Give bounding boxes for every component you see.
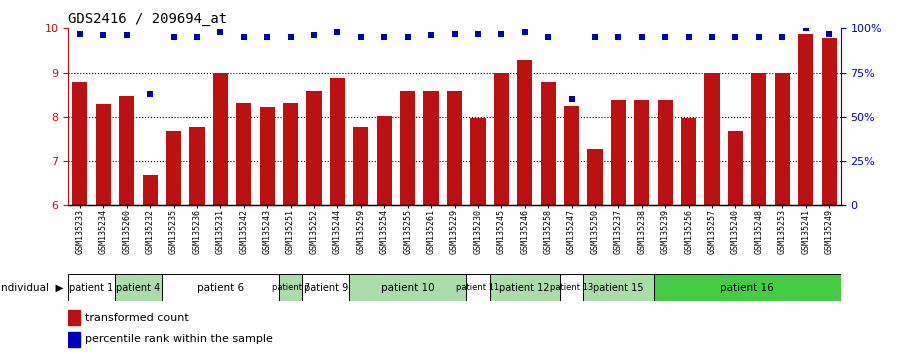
Bar <box>400 91 415 205</box>
Bar <box>587 149 603 205</box>
Bar <box>279 274 303 301</box>
Point <box>400 34 415 40</box>
Point <box>517 29 532 35</box>
Bar <box>657 100 673 205</box>
Bar <box>189 127 205 205</box>
Bar <box>115 274 162 301</box>
Bar <box>751 74 766 205</box>
Point <box>354 34 368 40</box>
Bar <box>95 104 111 205</box>
Text: patient 15: patient 15 <box>594 282 644 293</box>
Text: patient 9: patient 9 <box>304 282 348 293</box>
Bar <box>704 74 720 205</box>
Point <box>682 34 696 40</box>
Bar <box>349 274 466 301</box>
Bar <box>681 118 696 205</box>
Text: patient 1: patient 1 <box>69 282 114 293</box>
Point <box>564 96 579 102</box>
Text: patient 12: patient 12 <box>499 282 550 293</box>
Point <box>494 31 509 36</box>
Point <box>728 34 743 40</box>
Bar <box>236 103 252 205</box>
Point <box>166 34 181 40</box>
Point <box>306 33 321 38</box>
Point <box>704 34 719 40</box>
Bar <box>584 274 654 301</box>
Bar <box>560 274 584 301</box>
Point <box>588 34 603 40</box>
Point <box>447 31 462 36</box>
Bar <box>494 74 509 205</box>
Point <box>798 25 813 31</box>
Point <box>611 34 625 40</box>
Bar <box>470 118 485 205</box>
Bar <box>213 74 228 205</box>
Bar <box>162 274 279 301</box>
Point <box>96 33 111 38</box>
Point <box>190 34 205 40</box>
Point <box>541 34 555 40</box>
Bar <box>68 274 115 301</box>
Bar <box>260 107 275 205</box>
Text: transformed count: transformed count <box>85 313 188 323</box>
Bar <box>490 274 560 301</box>
Bar <box>798 34 814 205</box>
Bar <box>68 332 80 347</box>
Bar <box>306 91 322 205</box>
Text: percentile rank within the sample: percentile rank within the sample <box>85 334 273 344</box>
Bar <box>283 103 298 205</box>
Text: individual  ▶: individual ▶ <box>0 282 64 293</box>
Point <box>775 34 790 40</box>
Text: GDS2416 / 209694_at: GDS2416 / 209694_at <box>68 12 227 26</box>
Bar <box>119 96 135 205</box>
Point <box>330 29 345 35</box>
Point <box>424 33 438 38</box>
Point <box>119 33 134 38</box>
Bar <box>728 131 743 205</box>
Text: patient 7: patient 7 <box>272 283 310 292</box>
Point <box>236 34 251 40</box>
Bar <box>654 274 841 301</box>
Point <box>658 34 673 40</box>
Bar <box>68 310 80 325</box>
Point <box>213 29 227 35</box>
Bar <box>330 78 345 205</box>
Bar <box>634 100 649 205</box>
Bar <box>611 100 626 205</box>
Point <box>377 34 392 40</box>
Bar <box>303 274 349 301</box>
Bar <box>774 74 790 205</box>
Bar <box>424 91 439 205</box>
Bar <box>376 116 392 205</box>
Bar <box>143 175 158 205</box>
Point <box>260 34 275 40</box>
Point <box>471 31 485 36</box>
Text: patient 6: patient 6 <box>197 282 244 293</box>
Text: patient 16: patient 16 <box>720 282 774 293</box>
Bar <box>822 38 836 205</box>
Point <box>634 34 649 40</box>
Bar <box>73 82 87 205</box>
Point <box>73 31 87 36</box>
Bar <box>541 82 555 205</box>
Bar <box>447 91 462 205</box>
Bar <box>466 274 490 301</box>
Bar <box>564 106 579 205</box>
Point <box>752 34 766 40</box>
Text: patient 10: patient 10 <box>381 282 435 293</box>
Point <box>284 34 298 40</box>
Text: patient 13: patient 13 <box>550 283 594 292</box>
Point <box>143 91 157 97</box>
Bar <box>166 131 181 205</box>
Bar <box>517 60 533 205</box>
Bar <box>354 127 368 205</box>
Text: patient 4: patient 4 <box>116 282 161 293</box>
Point <box>822 31 836 36</box>
Text: patient 11: patient 11 <box>456 283 499 292</box>
